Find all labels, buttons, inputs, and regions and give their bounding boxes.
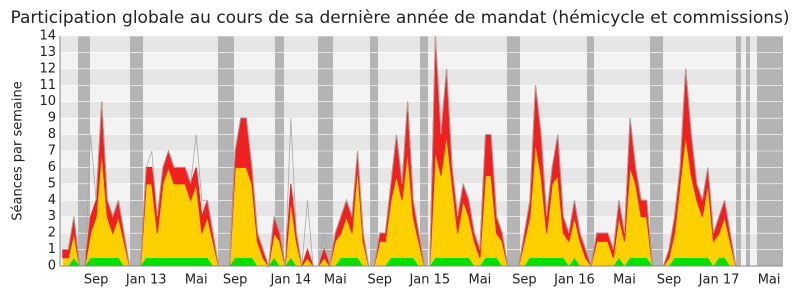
y-tick-label: 6 [48,160,56,175]
y-axis-label: Séances par semaine [11,81,26,220]
x-tick-label: Jan 17 [698,273,740,288]
x-tick-label: Jan 16 [553,273,595,288]
y-tick-label: 10 [39,94,56,109]
y-tick-label: 12 [39,61,56,76]
y-tick-label: 2 [48,226,56,241]
x-tick-label: Sep [368,273,393,288]
y-tick-label: 13 [39,45,56,60]
y-tick-label: 4 [48,193,56,208]
y-tick-label: 7 [48,144,56,159]
x-tick-label: Mai [758,273,781,288]
x-tick-label: Sep [223,273,248,288]
y-tick-label: 14 [39,29,56,44]
y-tick-label: 0 [48,259,56,274]
x-tick-label: Sep [657,273,682,288]
x-tick-label: Jan 13 [125,273,167,288]
area [62,257,781,266]
chart-title: Participation globale au cours de sa der… [11,8,790,28]
x-tick-label: Mai [185,273,208,288]
x-tick-label: Mai [324,273,347,288]
y-tick-label: 5 [48,176,56,191]
y-tick-label: 11 [39,78,56,93]
y-tick-label: 9 [48,111,56,126]
x-tick-label: Sep [512,273,537,288]
x-tick-label: Jan 15 [408,273,450,288]
y-tick-label: 1 [48,242,56,257]
y-tick-label: 3 [48,209,56,224]
x-tick-label: Jan 14 [269,273,311,288]
y-tick-label: 8 [48,127,56,142]
x-tick-label: Mai [468,273,491,288]
x-tick-label: Sep [84,273,109,288]
x-tick-label: Mai [613,273,636,288]
